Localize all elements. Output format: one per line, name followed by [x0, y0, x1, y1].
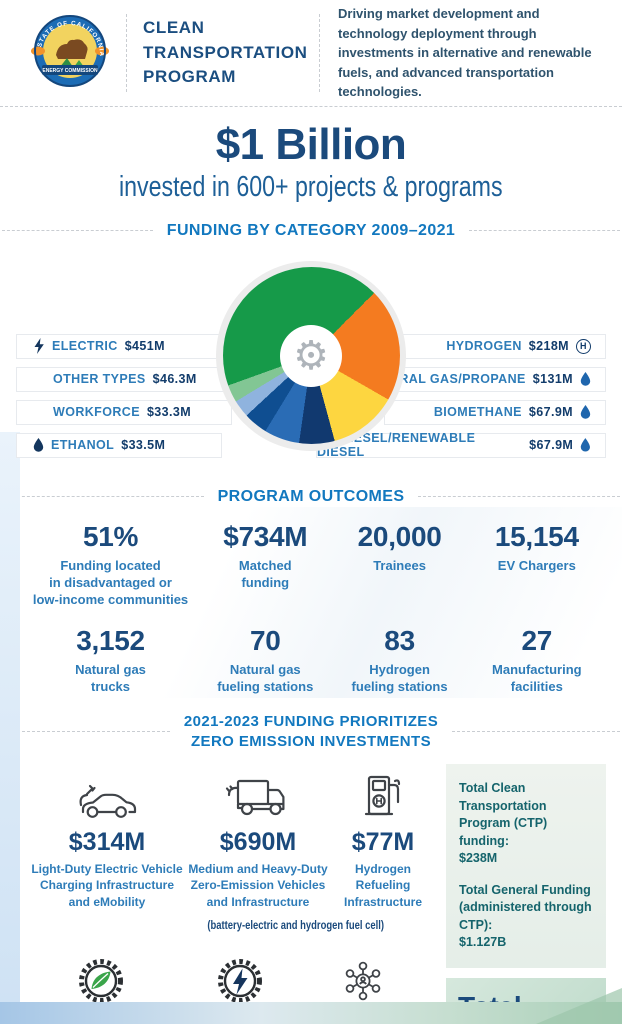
hydrogen-pump-icon [364, 776, 401, 816]
donut-center: ⚙ [280, 324, 342, 387]
item-ev-charging: $314M Light-Duty Electric Vehicle Chargi… [26, 764, 188, 934]
general-funding-total: Total General Funding (administered thro… [459, 882, 592, 950]
dashed-rule [2, 230, 153, 232]
hero: $1 Billion invested in 600+ projects & p… [0, 107, 622, 204]
stat-ev-chargers: 15,154 EV Chargers [494, 521, 579, 574]
legend-electric: ELECTRIC $451M [16, 333, 252, 359]
electric-car-icon [79, 785, 137, 819]
gear-bolt-icon [218, 958, 262, 1003]
funding-section-header: FUNDING BY CATEGORY 2009–2021 [0, 220, 622, 242]
funding-donut: ⚙ [222, 267, 400, 445]
stat-ng-fueling-stations: 70 Natural gas fueling stations [217, 624, 314, 694]
stat-disadvantaged-funding: 51% Funding located in disadvantaged or … [32, 521, 189, 607]
dashed-rule [2, 731, 170, 733]
outcomes-section-title: PROGRAM OUTCOMES [217, 487, 405, 505]
ctp-funding-total: Total Clean Transportation Program (CTP)… [459, 781, 548, 866]
funding-chart-block: ELECTRIC $451M OTHER TYPES $46.3M WORKFO… [0, 254, 622, 482]
stat-natural-gas-trucks: 3,152 Natural gas trucks [75, 624, 146, 694]
program-title: CLEAN TRANSPORTATION PROGRAM [143, 18, 308, 87]
hydrogen-circle-icon: H [576, 338, 591, 354]
legend-hydrogen: HYDROGEN $218M H [368, 333, 606, 359]
dashed-rule [418, 495, 621, 497]
zero-emission-section-header: 2021-2023 FUNDING PRIORITIZES ZERO EMISS… [0, 712, 622, 753]
legend-ethanol: ETHANOL $33.5M [16, 432, 222, 458]
funding-donut-ring: ⚙ [216, 260, 406, 451]
hero-subhead: invested in 600+ projects & programs [119, 171, 503, 203]
electric-truck-icon [225, 780, 285, 816]
stat-manufacturing-facilities: 27 Manufacturing facilities [492, 624, 582, 694]
gear-icon: ⚙ [293, 332, 329, 379]
stat-trainees: 20,000 Trainees [357, 521, 442, 574]
energy-commission-logo: STATE OF CALIFORNIA ENERGY COMMISSION [14, 9, 126, 97]
program-description: Driving market development and technolog… [338, 6, 592, 100]
zero-emission-section-title: 2021-2023 FUNDING PRIORITIZES ZERO EMISS… [183, 712, 439, 750]
legend-biomethane: BIOMETHANE $67.9M [384, 399, 606, 425]
legend-workforce: WORKFORCE $33.3M [16, 399, 232, 425]
ctp-totals-box: Total Clean Transportation Program (CTP)… [446, 764, 606, 968]
header-divider [126, 14, 127, 92]
stat-h2-fueling-stations: 83 Hydrogen fueling stations [351, 624, 448, 694]
logo-banner-text: ENERGY COMMISSION [42, 68, 98, 74]
bolt-icon [34, 338, 44, 355]
legend-other-types: OTHER TYPES $46.3M [16, 366, 242, 392]
droplet-icon [33, 438, 44, 452]
item-zev-vehicles: $690M Medium and Heavy-Duty Zero-Emissio… [188, 764, 384, 934]
header-divider [319, 14, 320, 92]
gear-leaf-icon [79, 958, 123, 1003]
droplet-icon [580, 405, 591, 419]
zero-emission-row-1: $314M Light-Duty Electric Vehicle Chargi… [26, 764, 438, 934]
outcomes-grid: 51% Funding located in disadvantaged or … [0, 507, 622, 698]
dashed-rule [469, 230, 621, 232]
left-accent-strip [0, 432, 20, 1002]
bottom-gradient-bar [0, 988, 622, 1024]
zero-emission-content: $314M Light-Duty Electric Vehicle Chargi… [0, 752, 622, 1024]
droplet-icon [580, 372, 591, 386]
droplet-icon [581, 438, 591, 452]
item-note: (battery-electric and hydrogen fuel cell… [207, 919, 384, 932]
california-energy-commission-seal-icon: STATE OF CALIFORNIA ENERGY COMMISSION [31, 15, 109, 87]
item-h2-refueling: $77M Hydrogen Refueling Infrastructure [328, 764, 438, 934]
zero-emission-items: $314M Light-Duty Electric Vehicle Chargi… [26, 764, 438, 1024]
hero-headline: $1 Billion [215, 120, 407, 169]
workforce-network-icon [345, 961, 381, 1001]
dashed-rule [452, 731, 621, 733]
dashed-rule [2, 495, 204, 497]
totals-column: Total Clean Transportation Program (CTP)… [446, 764, 606, 1024]
funding-section-title: FUNDING BY CATEGORY 2009–2021 [166, 222, 456, 239]
stat-matched-funding: $734M Matched funding [223, 521, 308, 591]
header: STATE OF CALIFORNIA ENERGY COMMISSION CL… [0, 0, 622, 107]
outcomes-section-header: PROGRAM OUTCOMES [0, 486, 622, 508]
